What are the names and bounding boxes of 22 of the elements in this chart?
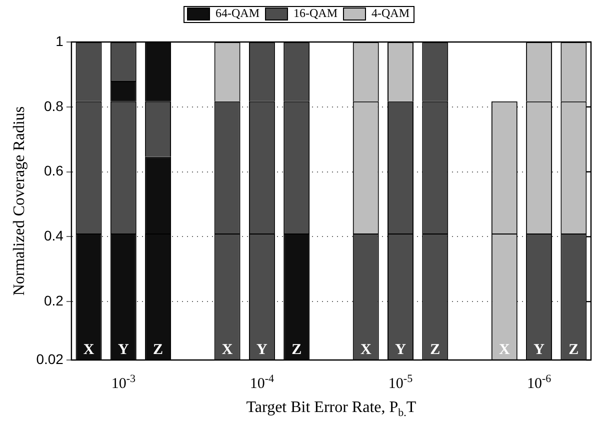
x-tick-label: X: [360, 342, 372, 358]
legend-label: 16-QAM: [294, 6, 338, 20]
x-tick-label: X: [83, 342, 94, 358]
y-tick-label: 0.8: [44, 98, 64, 114]
y-tick-label: 0.6: [44, 162, 64, 179]
x-tick-label: X: [498, 342, 510, 358]
x-tick-label: Z: [153, 342, 164, 358]
x-tick-label: Z: [568, 342, 579, 358]
legend-label: 4-QAM: [372, 6, 410, 20]
x-tick-label: Z: [292, 342, 302, 358]
y-tick-label: 0.4: [44, 228, 64, 244]
legend-label: 64-QAM: [216, 6, 260, 20]
x-tick-label: Y: [534, 342, 545, 358]
y-axis-title: Normalized Coverage Radius: [10, 106, 28, 296]
x-tick-label: Y: [395, 342, 406, 358]
x-tick-label: Z: [430, 342, 440, 358]
y-tick-label: 0.2: [44, 292, 64, 308]
x-tick-label: Y: [256, 342, 268, 358]
y-tick-label: 0.02: [36, 350, 64, 367]
x-tick-label: Y: [118, 342, 129, 358]
y-tick-label: 1: [56, 32, 64, 49]
x-tick-label: X: [222, 342, 233, 358]
